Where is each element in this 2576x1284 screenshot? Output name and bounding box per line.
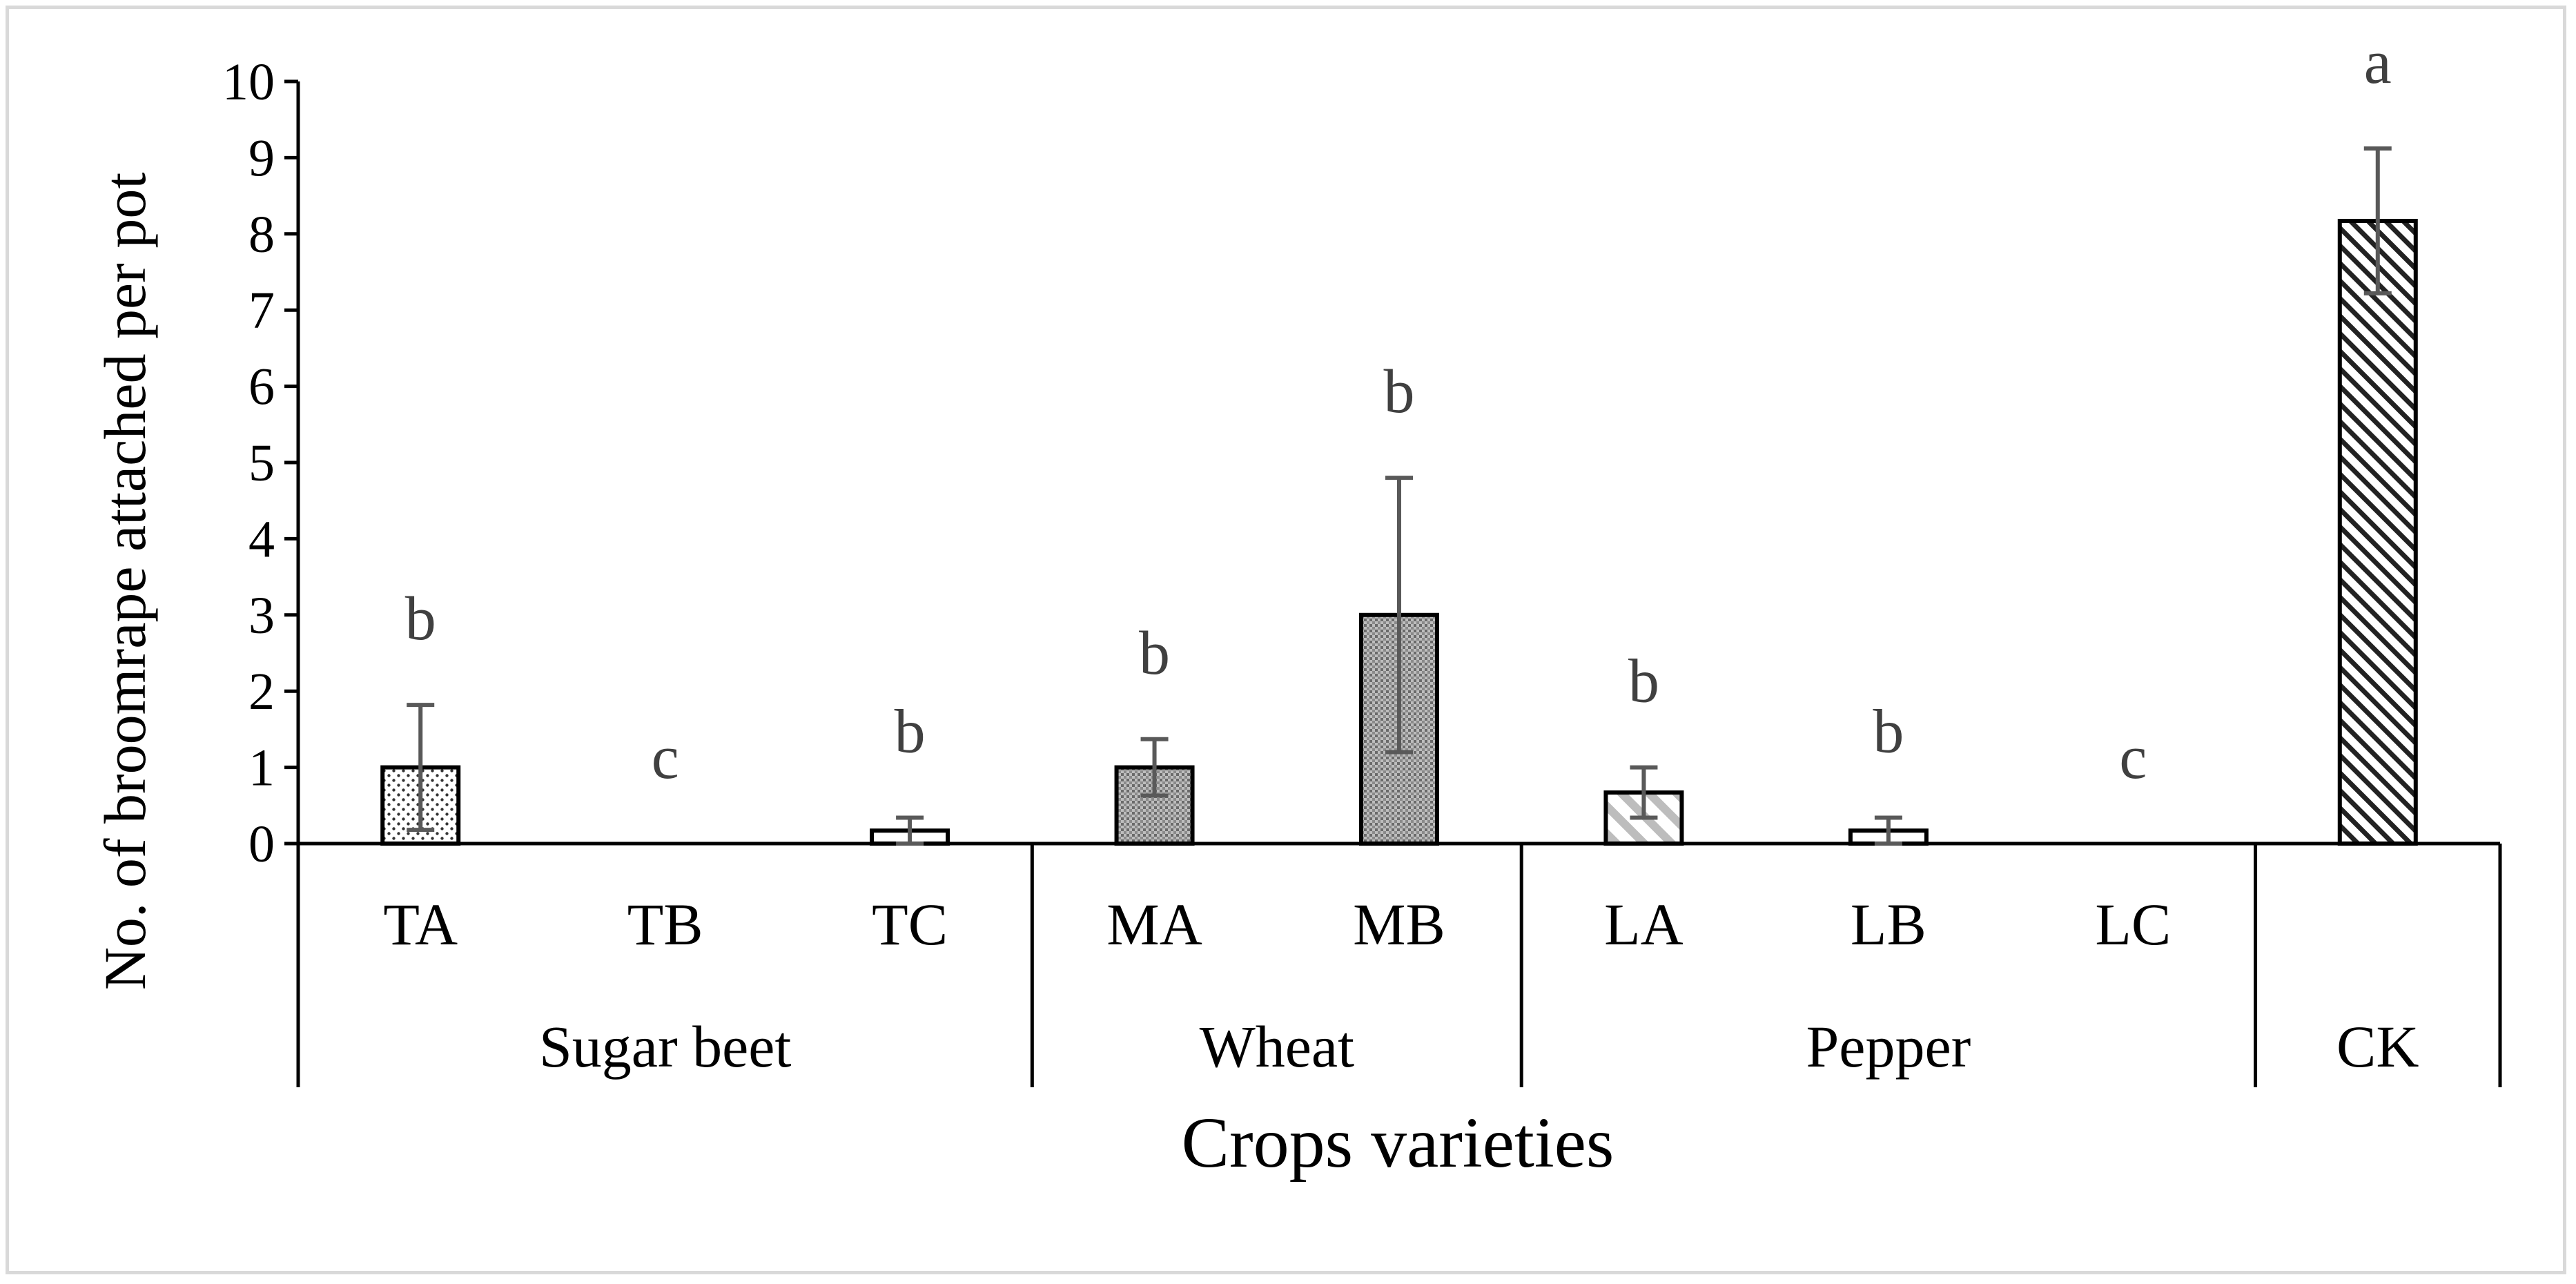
group-label: Wheat bbox=[1200, 1013, 1355, 1080]
group-labels: Sugar beet Wheat Pepper CK bbox=[539, 1013, 2419, 1080]
significance-letter: b bbox=[1873, 697, 1904, 766]
error-bar bbox=[1385, 476, 1413, 755]
error-bar bbox=[1140, 737, 1169, 798]
error-bars bbox=[407, 146, 2392, 846]
y-axis-title: No. of broomrape attached per pot bbox=[92, 173, 158, 991]
y-tick-label: 9 bbox=[248, 129, 275, 187]
category-label: LA bbox=[1604, 891, 1684, 957]
chart-frame bbox=[6, 6, 2566, 1274]
y-tick-label: 8 bbox=[248, 206, 275, 264]
significance-letter: c bbox=[2119, 723, 2147, 792]
significance-letters: b c b b b b b c a bbox=[405, 28, 2392, 792]
y-tick-label: 7 bbox=[248, 282, 275, 340]
y-tick-label: 0 bbox=[248, 815, 275, 873]
y-tick-label: 10 bbox=[222, 53, 275, 111]
category-label: TA bbox=[383, 891, 458, 957]
error-bar bbox=[1874, 815, 1902, 846]
y-tick-label: 5 bbox=[248, 434, 275, 492]
significance-letter: b bbox=[405, 585, 436, 653]
y-tick-label: 3 bbox=[248, 587, 275, 645]
error-bar bbox=[1630, 765, 1658, 820]
y-tick-label: 1 bbox=[248, 739, 275, 797]
significance-letter: a bbox=[2364, 28, 2392, 97]
group-label: Pepper bbox=[1806, 1013, 1971, 1080]
category-label: LB bbox=[1851, 891, 1926, 957]
group-label: CK bbox=[2336, 1013, 2419, 1080]
category-label: TC bbox=[872, 891, 948, 957]
significance-letter: b bbox=[1384, 358, 1415, 426]
bar bbox=[2337, 219, 2418, 846]
category-label: MA bbox=[1106, 891, 1202, 957]
category-label: TB bbox=[627, 891, 703, 957]
group-label: Sugar beet bbox=[539, 1013, 791, 1080]
y-tick-label: 6 bbox=[248, 358, 275, 416]
error-bar bbox=[407, 703, 435, 833]
x-axis-title: Crops varieties bbox=[1182, 1103, 1614, 1183]
error-bar bbox=[2363, 146, 2392, 295]
y-tick-label: 4 bbox=[248, 510, 275, 568]
y-axis: 0 1 2 3 4 5 6 7 8 9 10 bbox=[222, 53, 300, 873]
significance-letter: b bbox=[1139, 619, 1170, 688]
category-label: LC bbox=[2095, 891, 2171, 957]
significance-letter: b bbox=[1628, 648, 1659, 716]
error-bar bbox=[896, 815, 924, 846]
category-label: MB bbox=[1353, 891, 1445, 957]
significance-letter: b bbox=[895, 697, 926, 766]
category-labels: TA TB TC MA MB LA LB LC bbox=[383, 891, 2171, 957]
significance-letter: c bbox=[652, 723, 679, 792]
y-tick-label: 2 bbox=[248, 663, 275, 721]
